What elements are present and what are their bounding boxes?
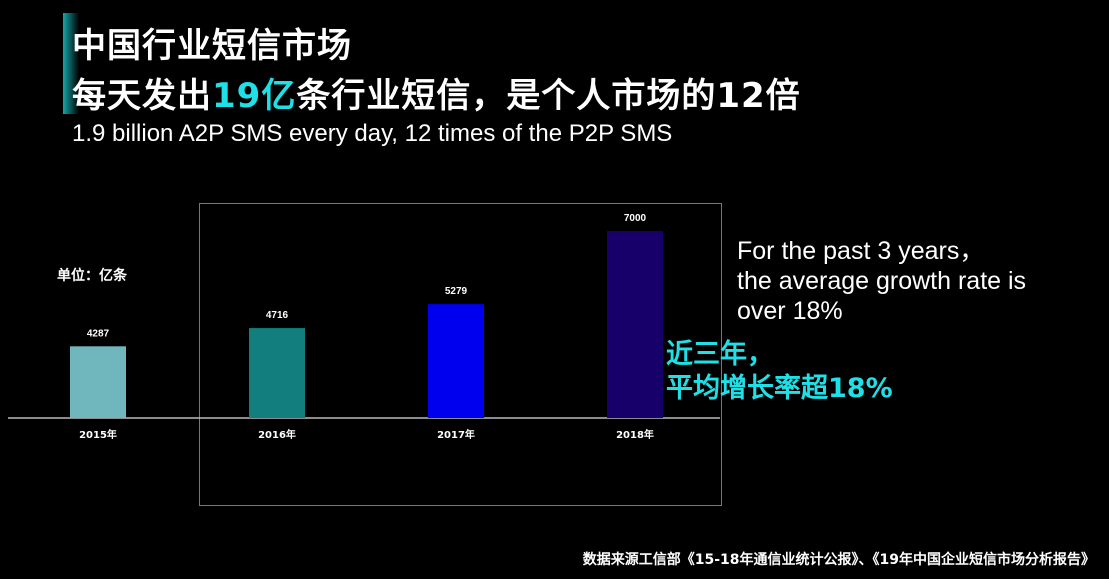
category-label: 2015年	[79, 428, 117, 441]
title-highlight: 19亿	[212, 76, 297, 116]
value-label: 4716	[266, 310, 289, 321]
title-line-1: 中国行业短信市场	[72, 26, 352, 66]
unit-label: 单位：亿条	[57, 268, 127, 284]
bar-2016年	[249, 328, 305, 418]
bar-2015年	[70, 346, 126, 418]
title-line-2-pre: 每天发出	[72, 76, 212, 116]
bar-2018年	[607, 231, 663, 418]
growth-en-line: over 18%	[737, 297, 843, 325]
growth-en-line: For the past 3 years，	[737, 237, 985, 265]
value-label: 7000	[624, 213, 647, 224]
category-label: 2018年	[616, 428, 654, 441]
growth-cn-line: 近三年，	[666, 339, 774, 370]
bar-2017年	[428, 304, 484, 418]
growth-note-cn: 近三年， 平均增长率超18%	[666, 338, 893, 406]
title-line-2: 每天发出19亿条行业短信，是个人市场的12倍	[72, 68, 801, 117]
growth-note-en: For the past 3 years， the average growth…	[737, 236, 1026, 326]
highlight-frame	[199, 203, 722, 506]
value-label: 4287	[87, 328, 110, 339]
title-line-2-post: 条行业短信，是个人市场的12倍	[296, 76, 801, 116]
category-label: 2017年	[437, 428, 475, 441]
subtitle: 1.9 billion A2P SMS every day, 12 times …	[72, 120, 673, 147]
category-label: 2016年	[258, 428, 296, 441]
growth-en-line: the average growth rate is	[737, 267, 1027, 295]
title-accent-bar	[63, 13, 79, 114]
source-note: 数据来源工信部《15-18年通信业统计公报》、《19年中国企业短信市场分析报告》	[582, 552, 1095, 568]
growth-cn-line: 平均增长率超18%	[666, 373, 893, 404]
value-label: 5279	[445, 286, 468, 297]
